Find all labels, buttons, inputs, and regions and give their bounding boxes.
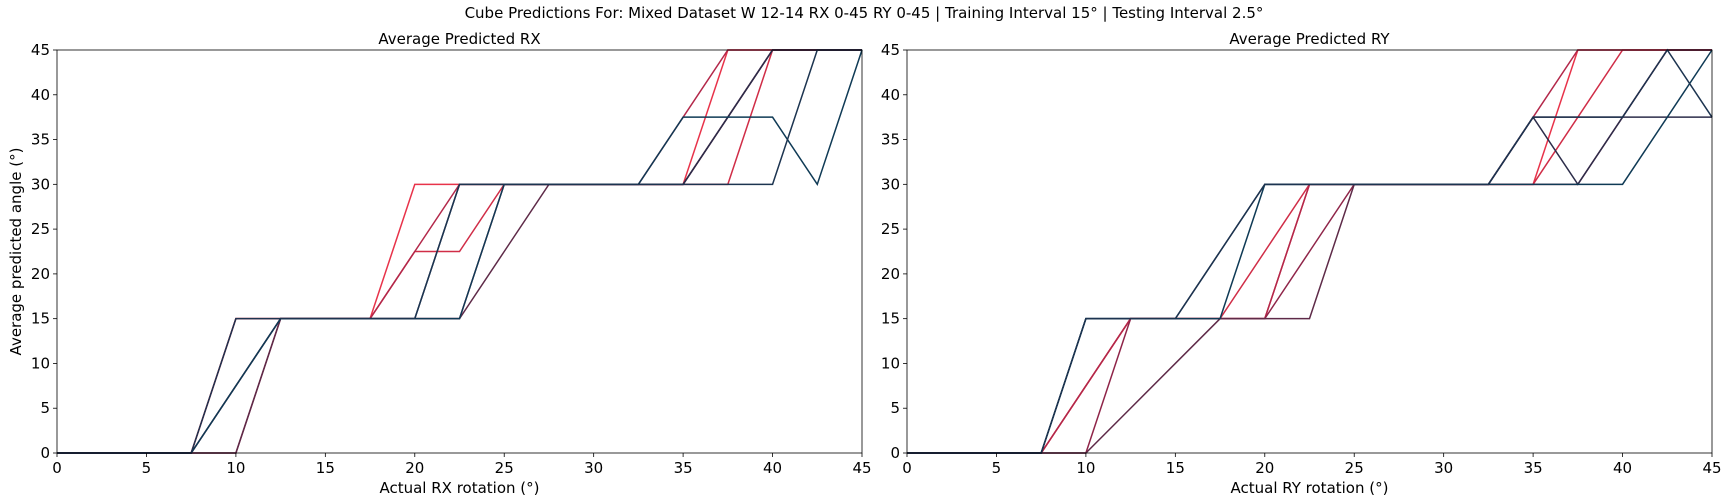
ry-x-tick-label: 40 (1613, 459, 1632, 477)
rx-x-tick-label: 0 (52, 459, 62, 477)
ry-x-tick-label: 25 (1345, 459, 1364, 477)
rx-x-axis-label: Actual RX rotation (°) (379, 479, 539, 497)
ry-y-tick-label: 20 (881, 265, 900, 283)
ry-x-tick-label: 0 (902, 459, 912, 477)
rx-y-tick-label: 15 (31, 310, 50, 328)
rx-x-tick-label: 5 (142, 459, 152, 477)
rx-y-tick-label: 5 (40, 399, 50, 417)
rx-x-tick-label: 20 (405, 459, 424, 477)
rx-y-tick-label: 40 (31, 86, 50, 104)
rx-x-tick-label: 25 (495, 459, 514, 477)
ry-y-tick-label: 10 (881, 354, 900, 372)
ry-y-tick-label: 30 (881, 175, 900, 193)
rx-y-tick-label: 45 (31, 41, 50, 59)
ry-y-tick-label: 5 (890, 399, 900, 417)
rx-x-tick-label: 40 (763, 459, 782, 477)
ry-x-tick-label: 45 (1702, 459, 1721, 477)
ry-series-line-5 (907, 115, 1712, 454)
rx-y-tick-label: 20 (31, 265, 50, 283)
ry-y-tick-label: 40 (881, 86, 900, 104)
rx-x-tick-label: 15 (316, 459, 335, 477)
ry-x-axis-label: Actual RY rotation (°) (1231, 479, 1389, 497)
rx-y-tick-label: 10 (31, 354, 50, 372)
rx-x-tick-label: 35 (674, 459, 693, 477)
ry-x-tick-label: 30 (1434, 459, 1453, 477)
ry-x-tick-label: 5 (992, 459, 1002, 477)
rx-x-tick-label: 30 (584, 459, 603, 477)
rx-y-tick-label: 35 (31, 131, 50, 149)
ry-y-tick-label: 45 (881, 41, 900, 59)
ry-y-tick-label: 25 (881, 220, 900, 238)
rx-chart-panel: 0 5 10 15 20 25 30 35 40 45 0 5 10 15 20 25 30 35 40 45 Aver… (7, 30, 872, 497)
rx-series-line-1 (57, 49, 862, 454)
rx-y-axis-label: Average predicted angle (°) (7, 148, 25, 356)
ry-axes-frame (906, 49, 1713, 454)
ry-x-tick-label: 20 (1255, 459, 1274, 477)
ry-x-tick-label: 35 (1524, 459, 1543, 477)
ry-series-line-3 (907, 49, 1712, 454)
ry-chart-panel: 0 5 10 15 20 25 30 35 40 45 0 5 10 15 20 25 30 35 40 45 Aver… (881, 30, 1722, 497)
ry-y-tick-label: 35 (881, 131, 900, 149)
rx-axes-frame (56, 49, 863, 454)
ry-x-tick-label: 15 (1166, 459, 1185, 477)
ry-y-tick-label: 15 (881, 310, 900, 328)
ry-chart-title: Average Predicted RY (1229, 30, 1390, 48)
rx-chart-title: Average Predicted RX (378, 30, 540, 48)
rx-y-tick-label: 0 (40, 444, 50, 462)
ry-y-tick-label: 0 (890, 444, 900, 462)
rx-y-tick-label: 25 (31, 220, 50, 238)
rx-y-tick-label: 30 (31, 175, 50, 193)
ry-x-tick-label: 10 (1076, 459, 1095, 477)
rx-x-tick-label: 10 (226, 459, 245, 477)
rx-x-tick-label: 45 (852, 459, 871, 477)
figure-suptitle: Cube Predictions For: Mixed Dataset W 12… (464, 4, 1264, 22)
